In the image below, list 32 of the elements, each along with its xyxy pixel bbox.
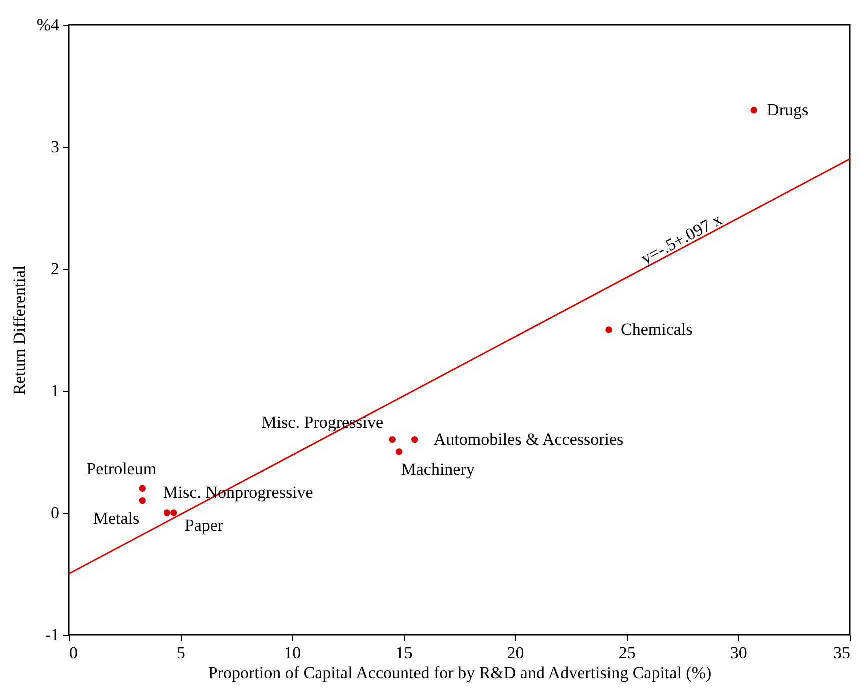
annotation: Machinery — [401, 460, 476, 479]
y-tick-label: %4 — [36, 16, 60, 34]
point — [139, 485, 146, 492]
y-tick-label: 3 — [51, 138, 60, 156]
x-tick-label: 35 — [834, 644, 850, 662]
point — [606, 326, 612, 334]
annotation: Drugs — [767, 100, 809, 120]
point — [389, 436, 396, 444]
y-tick-label: -1 — [45, 626, 60, 644]
x-tick-label: 5 — [176, 644, 186, 662]
x-tick-label: 15 — [396, 644, 413, 662]
x-tick-label: 30 — [730, 644, 748, 662]
point — [396, 448, 403, 456]
annotation: Petroleum — [86, 460, 157, 479]
x-tick-label: 20 — [507, 644, 524, 662]
x-tick-label: 0 — [70, 644, 78, 662]
point — [412, 436, 418, 444]
x-tick-label: 10 — [284, 644, 302, 662]
y-axis-title: Return Differential — [10, 265, 29, 396]
x-axis-title: Proportion of Capital Accounted for by R&D and Advertising Capital (%) — [208, 664, 712, 682]
y-tick-label: 1 — [51, 382, 60, 400]
point — [139, 497, 146, 504]
annotation: Chemicals — [621, 320, 693, 339]
y-tick-label: 2 — [51, 260, 60, 278]
annotation: Automobiles & Accessories — [434, 430, 624, 449]
annotation: Metals — [93, 508, 140, 528]
y-tick-label: 0 — [51, 504, 60, 522]
annotation: Paper — [184, 516, 224, 535]
point — [750, 107, 758, 114]
point — [164, 510, 171, 516]
x-tick-label: 25 — [618, 644, 636, 662]
point — [170, 510, 178, 516]
